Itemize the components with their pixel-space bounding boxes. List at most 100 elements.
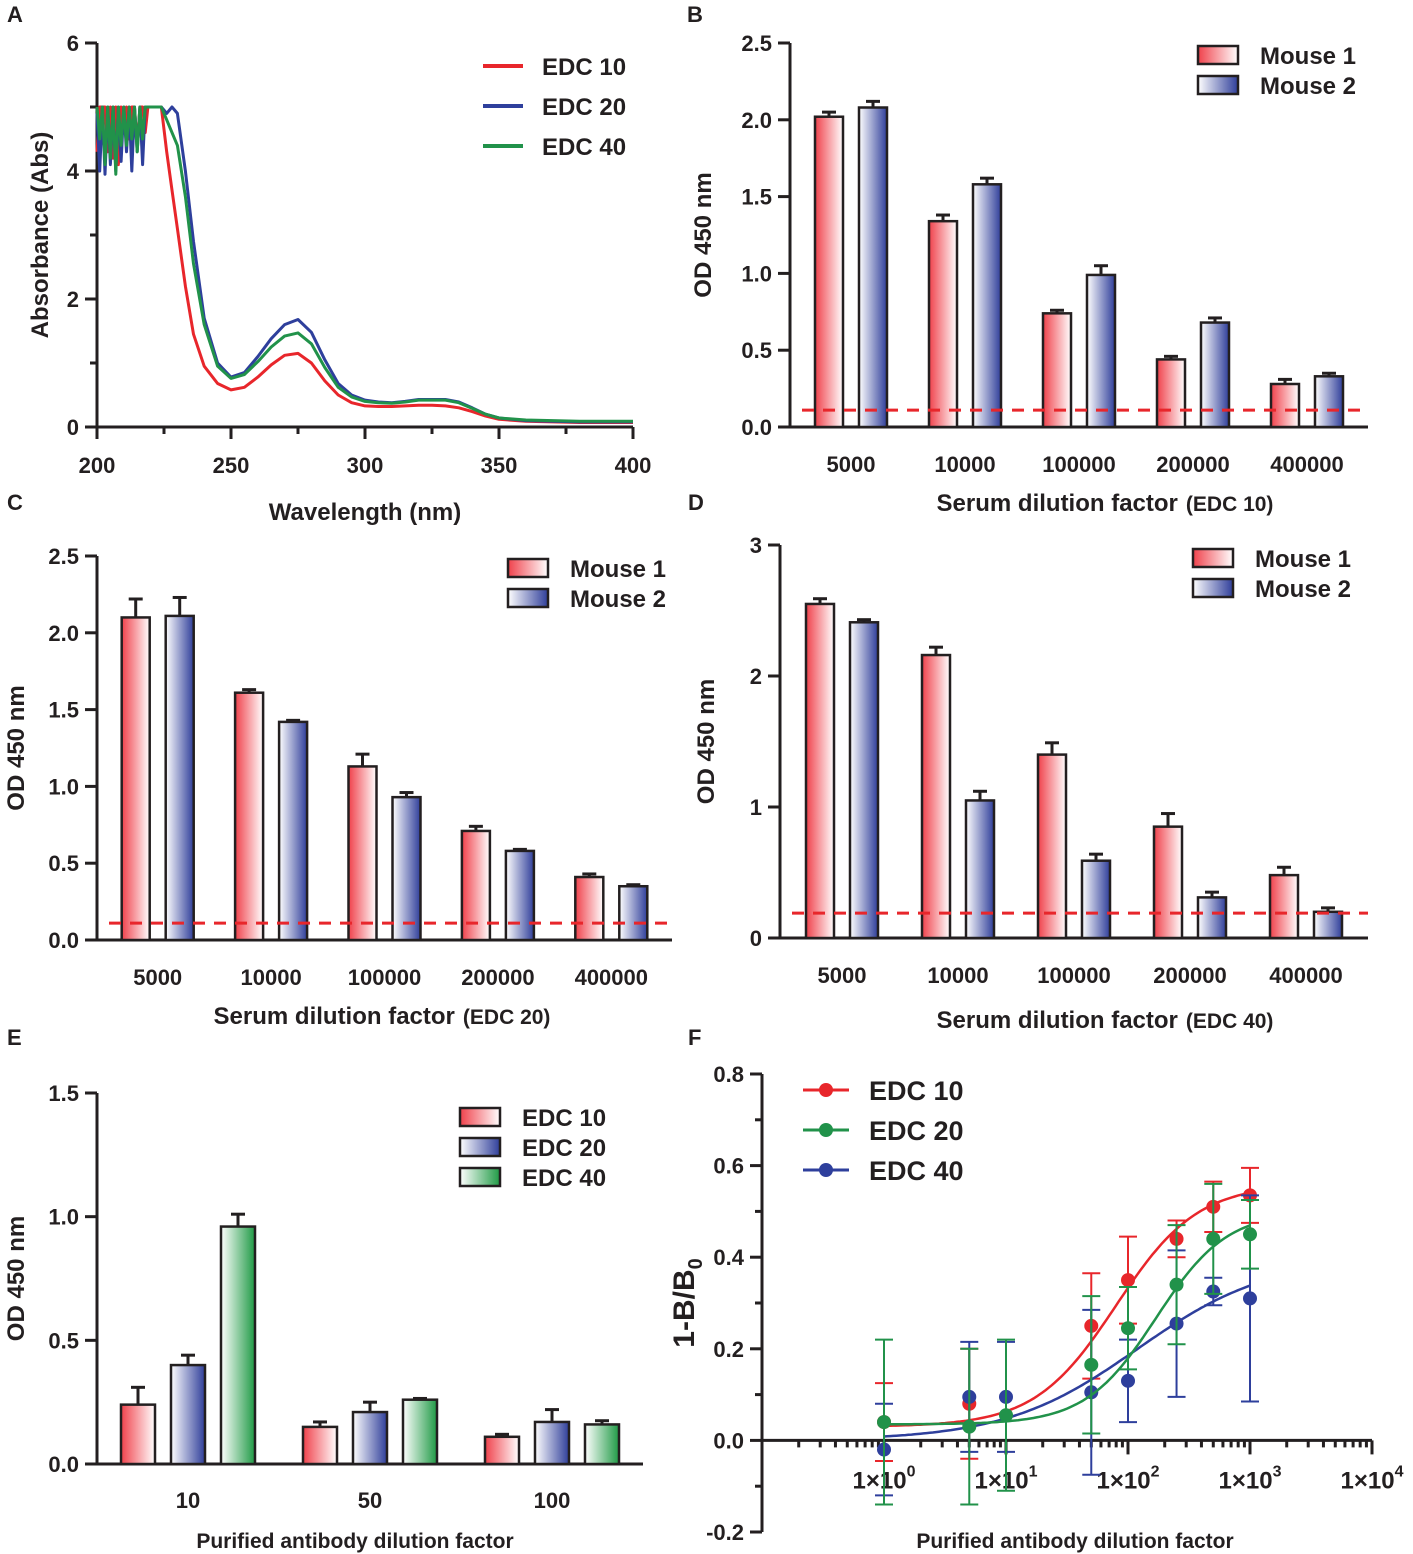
panel-c-y-tick-label: 2.0 (48, 621, 79, 646)
panel-f-x-tick-exponent: 2 (1151, 1463, 1160, 1480)
panel-f-point-edc-40 (962, 1419, 977, 1434)
panel-e-legend-swatch (458, 1106, 502, 1128)
panel-f-x-tick-label: 1×102 (1097, 1463, 1160, 1494)
panel-f-legend-marker (819, 1083, 833, 1097)
panel-f-y-tick-label: -0.2 (706, 1520, 744, 1545)
panel-b-legend-label: Mouse 2 (1260, 73, 1356, 100)
panel-d-x-tick-label: 5000 (818, 963, 867, 988)
panel-e-x-tick-label: 10 (176, 1488, 200, 1513)
panel-f-x-tick-label: 1×100 (853, 1463, 916, 1494)
panel-b-bar-mouse-1 (1155, 358, 1187, 429)
panel-d-x-axis-title: Serum dilution factor (EDC 40) (937, 1007, 1274, 1034)
panel-b-legend-label: Mouse 1 (1260, 43, 1356, 70)
panel-c-x-tick-label: 200000 (461, 965, 534, 990)
panel-a-x-tick-label: 250 (213, 453, 250, 478)
panel-e-x-axis-title-main: Purified antibody dilution factor (196, 1530, 513, 1553)
panel-a-y-tick-label: 0 (67, 415, 79, 440)
panel-c-y-tick-label: 0.0 (48, 928, 79, 953)
panel-b-x-axis-title-main: Serum dilution factor (937, 490, 1178, 517)
panel-e-x-axis-title: Purified antibody dilution factor (196, 1530, 513, 1553)
panel-c-x-tick-label: 100000 (348, 965, 421, 990)
panel-f-legend-label: EDC 20 (869, 1116, 964, 1146)
panel-f: F-0.20.00.20.40.60.81×100 1×101 1×102 1×103… (668, 1025, 1404, 1553)
panel-e-bar-edc-10 (119, 1403, 157, 1466)
panel-d-legend-label: Mouse 2 (1255, 576, 1351, 603)
panel-f-point-edc-10 (1121, 1273, 1135, 1288)
panel-b-bar-mouse-1 (927, 219, 959, 429)
panel-d: D 0 1 2 3 5000 10000 100000 200000 400000 Serum di… (688, 490, 1368, 1034)
panel-d-bar-mouse-1 (920, 653, 952, 940)
panel-b-bar-mouse-1 (1041, 312, 1073, 429)
panel-f-point-edc-20 (1243, 1291, 1257, 1306)
panel-c-x-axis-title-suffix: (EDC 20) (463, 1006, 551, 1029)
panel-f-x-tick-base: 1×10 (1097, 1467, 1151, 1494)
panel-b: B 0.0 0.5 1.0 1.5 2.0 2.5 5000 10000 100000 200000… (687, 2, 1368, 517)
panel-c-x-tick-label: 5000 (133, 965, 182, 990)
panel-f-legend-marker (819, 1163, 833, 1177)
panel-b-x-axis-title-suffix: (EDC 10) (1186, 493, 1274, 516)
panel-d-y-tick-label: 1 (750, 795, 762, 820)
panel-f-legend-label: EDC 40 (869, 1156, 964, 1186)
panel-f-x-axis-title: Purified antibody dilution factor (916, 1530, 1233, 1553)
panel-a-series-line-1 (95, 105, 633, 424)
panel-d-bar-mouse-2 (964, 799, 996, 940)
panel-b-y-tick-label: 2.5 (741, 31, 772, 56)
panel-b-x-tick-label: 400000 (1270, 452, 1343, 477)
panel-e-bar-edc-40 (219, 1225, 257, 1466)
panel-b-legend-swatch (1196, 74, 1240, 96)
panel-f-point-edc-20 (1121, 1373, 1135, 1388)
panel-d-x-tick-label: 100000 (1037, 963, 1110, 988)
panel-d-bar-mouse-2 (1312, 910, 1344, 940)
panel-e-bar-edc-20 (351, 1410, 389, 1466)
panel-e-legend-label: EDC 20 (522, 1135, 606, 1162)
panel-a-x-tick-label: 200 (79, 453, 116, 478)
panel-b-label: B (687, 2, 703, 27)
panel-f-x-tick-exponent: 1 (1029, 1463, 1038, 1480)
panel-f-point-edc-40 (1121, 1321, 1135, 1336)
panel-a-label: A (7, 2, 23, 27)
panel-e-legend-swatch (458, 1166, 502, 1188)
panel-e-bar-edc-20 (533, 1420, 571, 1466)
panel-f-y-axis-title: 1-B/B0 (668, 1258, 707, 1347)
panel-f-x-tick-exponent: 4 (1395, 1463, 1404, 1480)
panel-f-fit-curve-edc-20 (883, 1284, 1251, 1438)
panel-d-y-tick-label: 3 (750, 533, 762, 558)
panel-f-x-tick-base: 1×10 (853, 1467, 907, 1494)
panel-c-x-tick-label: 400000 (575, 965, 648, 990)
panel-b-x-tick-label: 100000 (1042, 452, 1115, 477)
panel-f-y-tick-label: 0.6 (713, 1154, 744, 1179)
panel-f-legend-label: EDC 10 (869, 1076, 964, 1106)
panel-d-y-tick-label: 0 (750, 926, 762, 951)
panel-f-x-tick-base: 1×10 (1341, 1467, 1395, 1494)
panel-e-legend-label: EDC 40 (522, 1165, 606, 1192)
panel-c-bar-mouse-1 (574, 875, 605, 942)
panel-e: E 0.0 0.5 1.0 1.5 10 50 100 Purified antibody di… (3, 1025, 643, 1553)
panel-b-x-axis-title: Serum dilution factor (EDC 10) (937, 490, 1274, 517)
panel-f-y-tick-label: 0.4 (713, 1245, 744, 1270)
panel-f-y-tick-label: 0.2 (713, 1337, 744, 1362)
panel-b-bar-mouse-2 (971, 183, 1003, 429)
panel-c-bar-mouse-2 (164, 614, 195, 942)
panel-b-y-tick-label: 2.0 (741, 108, 772, 133)
panel-f-fit-curve-edc-40 (884, 1224, 1251, 1426)
panel-c-x-tick-label: 10000 (241, 965, 302, 990)
panel-f-fit-curve-edc-10 (884, 1191, 1251, 1428)
panel-d-label: D (688, 490, 704, 515)
panel-e-legend-label: EDC 10 (522, 1105, 606, 1132)
panel-e-label: E (7, 1025, 22, 1050)
panel-b-y-tick-label: 0.5 (741, 338, 772, 363)
panel-f-x-tick-exponent: 0 (907, 1463, 916, 1480)
panel-a-y-axis-title: Absorbance (Abs) (27, 132, 54, 339)
panel-d-x-tick-label: 200000 (1153, 963, 1226, 988)
panel-d-bar-mouse-1 (804, 602, 836, 940)
panel-a-legend-label: EDC 10 (542, 54, 626, 81)
panel-f-point-edc-40 (1243, 1227, 1257, 1242)
panel-b-bar-mouse-2 (1313, 375, 1345, 429)
panel-f-y-tick-label: 0.0 (713, 1428, 744, 1453)
panel-d-x-tick-label: 400000 (1269, 963, 1342, 988)
panel-e-bar-edc-40 (583, 1423, 621, 1466)
panel-d-legend-swatch (1191, 577, 1235, 599)
panel-a-y-tick-label: 2 (67, 287, 79, 312)
panel-c-legend-label: Mouse 1 (570, 556, 666, 583)
